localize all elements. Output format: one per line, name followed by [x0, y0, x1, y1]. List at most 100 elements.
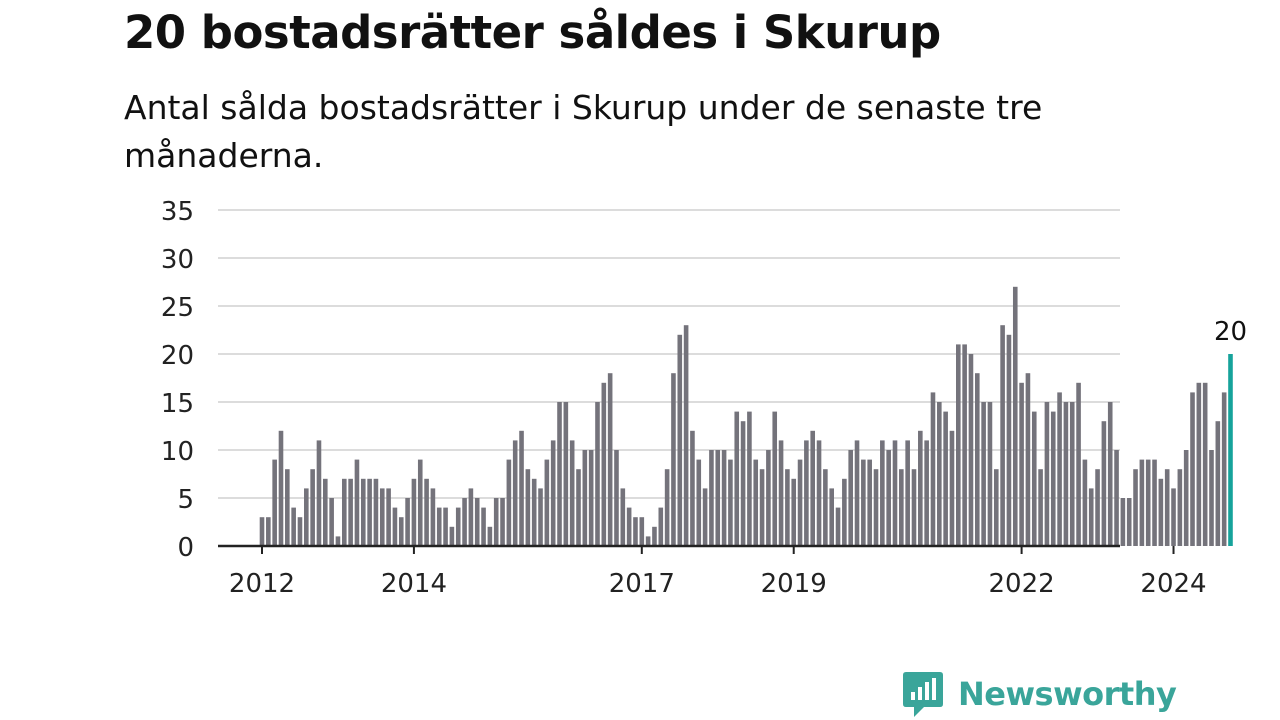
bar [633, 517, 638, 546]
bar [582, 450, 588, 546]
x-tick-label: 2014 [381, 569, 447, 599]
bar [785, 469, 790, 546]
bar [854, 440, 860, 546]
bar [671, 373, 676, 546]
bar [335, 536, 341, 546]
y-tick-label: 35 [161, 197, 194, 227]
bar [778, 440, 784, 546]
bar [519, 430, 524, 546]
bar [525, 469, 531, 546]
bar [291, 507, 296, 546]
y-tick-label: 20 [161, 341, 194, 371]
bar [449, 526, 455, 546]
bar [658, 507, 664, 546]
bar [766, 450, 771, 546]
x-tick-label: 2024 [1140, 569, 1206, 599]
bar [835, 507, 841, 546]
bar [1069, 402, 1075, 546]
bar [329, 498, 334, 546]
bar [455, 507, 461, 546]
x-tick-label: 2019 [761, 569, 827, 599]
bar [639, 517, 645, 546]
bar [867, 459, 872, 546]
bar [1133, 469, 1138, 546]
bar [880, 440, 885, 546]
bar [1088, 488, 1094, 546]
bar [645, 536, 651, 546]
bar [297, 517, 303, 546]
chart-subtitle: Antal sålda bostadsrätter i Skurup under… [124, 88, 1043, 175]
bar [557, 402, 562, 546]
y-tick-label: 10 [161, 437, 194, 467]
bar [266, 517, 271, 546]
bar [1076, 382, 1081, 546]
bar [797, 459, 803, 546]
bar [664, 469, 670, 546]
bar [791, 478, 797, 546]
newsworthy-logo: Newsworthy [902, 670, 1177, 718]
bar [753, 459, 759, 546]
bar [1209, 450, 1214, 546]
bar [544, 459, 550, 546]
bar [981, 402, 986, 546]
bar [576, 469, 581, 546]
bar [861, 459, 866, 546]
bar [620, 488, 626, 546]
bar [601, 382, 607, 546]
bar [607, 373, 613, 546]
bar [690, 430, 695, 546]
bar [1095, 469, 1100, 546]
y-tick-label: 30 [161, 245, 194, 275]
bar [1202, 382, 1208, 546]
bar [918, 430, 923, 546]
bar [747, 411, 752, 546]
bar [354, 459, 360, 546]
bar [595, 402, 600, 546]
bar [259, 517, 265, 546]
bar [709, 450, 714, 546]
x-tick-label: 2012 [229, 569, 295, 599]
bar [1120, 498, 1126, 546]
bar [341, 478, 347, 546]
bar [323, 478, 328, 546]
bar [1171, 488, 1176, 546]
bar [1215, 421, 1221, 546]
bar [734, 411, 740, 546]
bar [436, 507, 442, 546]
bar [924, 440, 929, 546]
bar [588, 450, 594, 546]
highlight-bar [1228, 354, 1233, 546]
bar [1145, 459, 1151, 546]
bar [873, 469, 879, 546]
bar [512, 440, 518, 546]
bar [1164, 469, 1170, 546]
bar [937, 402, 942, 546]
bar [285, 469, 290, 546]
bar [531, 478, 537, 546]
bar [930, 392, 936, 546]
bar [1196, 382, 1202, 546]
bar [683, 325, 689, 546]
bar [1012, 286, 1018, 546]
bar [1025, 373, 1031, 546]
bar [905, 440, 910, 546]
bar [956, 344, 961, 546]
bar [987, 402, 993, 546]
bar [943, 411, 948, 546]
bar [911, 469, 917, 546]
y-tick-label: 25 [161, 293, 194, 323]
bar [823, 469, 828, 546]
bar [652, 526, 657, 546]
bar [1057, 392, 1062, 546]
bar [398, 517, 404, 546]
bar [740, 421, 746, 546]
bar [1082, 459, 1088, 546]
bar [968, 354, 974, 546]
bar [1038, 469, 1043, 546]
bar [278, 430, 284, 546]
bar [550, 440, 556, 546]
bar [411, 478, 417, 546]
bar [829, 488, 834, 546]
bar [474, 498, 480, 546]
bar [462, 498, 467, 546]
